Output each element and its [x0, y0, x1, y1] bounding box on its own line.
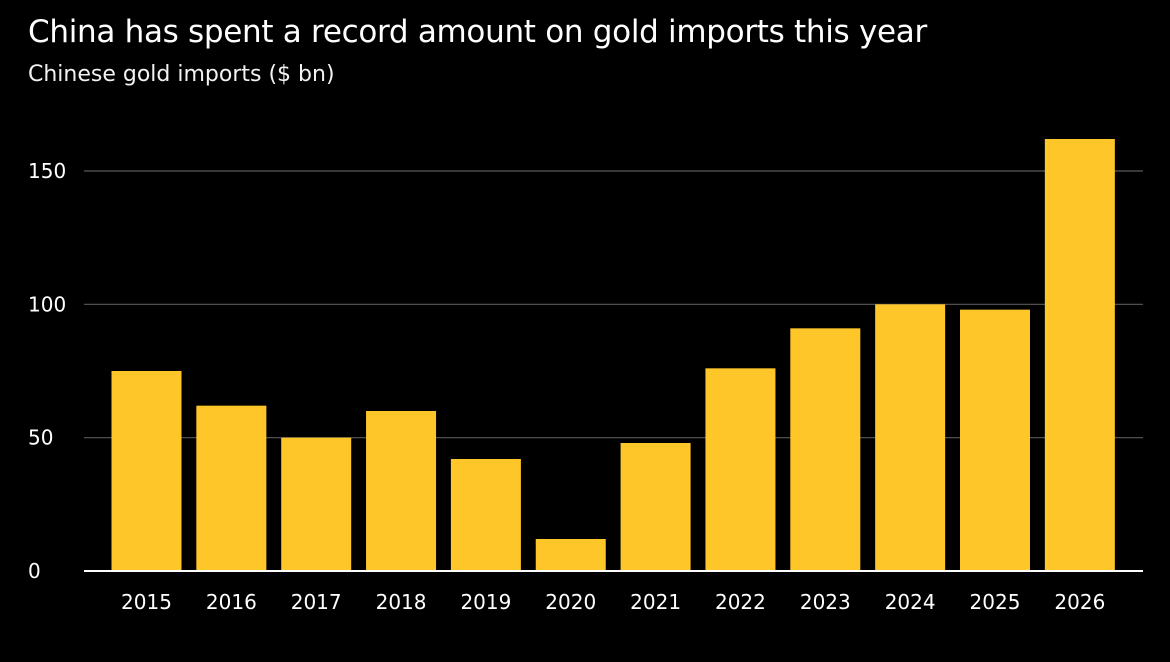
- bar-2020: [535, 539, 606, 571]
- chart-subtitle: Chinese gold imports ($ bn): [28, 62, 335, 87]
- bar-2021: [620, 443, 691, 571]
- bar-2015: [111, 371, 182, 571]
- y-tick-label: 150: [28, 159, 66, 183]
- x-tick-label: 2017: [291, 590, 342, 614]
- bar-2019: [450, 459, 521, 571]
- bar-2026: [1044, 139, 1115, 571]
- x-tick-label: 2021: [630, 590, 681, 614]
- bar-2016: [196, 405, 267, 571]
- bars: [111, 139, 1115, 571]
- x-axis-tick-labels: 2015 2016 2017 2018 2019 2020 2021 2022 2023 2024…: [121, 590, 1105, 614]
- x-tick-label: 2024: [885, 590, 936, 614]
- bar-2022: [705, 368, 776, 571]
- bar-2017: [281, 437, 352, 571]
- x-tick-label: 2018: [376, 590, 427, 614]
- x-tick-label: 2019: [460, 590, 511, 614]
- x-tick-label: 2015: [121, 590, 172, 614]
- bar-2018: [366, 411, 437, 571]
- bar-2024: [875, 304, 946, 571]
- y-tick-label: 50: [28, 426, 53, 450]
- y-tick-label: 100: [28, 292, 66, 316]
- x-tick-label: 2020: [545, 590, 596, 614]
- x-tick-label: 2022: [715, 590, 766, 614]
- x-tick-label: 2023: [800, 590, 851, 614]
- y-tick-label: 0: [28, 559, 41, 583]
- x-tick-label: 2016: [206, 590, 257, 614]
- bar-2023: [790, 328, 861, 571]
- x-tick-label: 2026: [1054, 590, 1105, 614]
- x-tick-label: 2025: [970, 590, 1021, 614]
- bar-2025: [960, 309, 1030, 571]
- chart-title: China has spent a record amount on gold …: [28, 14, 927, 50]
- y-axis-tick-labels: 0 50 100 150: [28, 159, 66, 583]
